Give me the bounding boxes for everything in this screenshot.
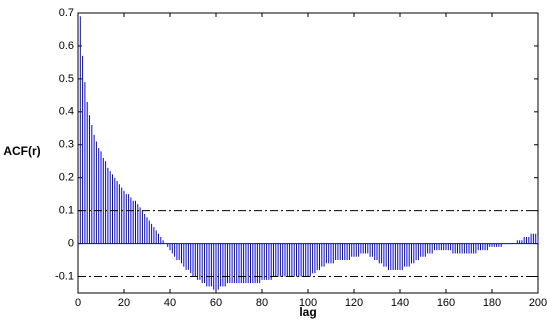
y-axis-label: ACF(r): [3, 144, 40, 158]
x-tick-label: 60: [210, 297, 222, 309]
y-tick-label: 0.5: [59, 73, 74, 85]
y-tick-label: 0.7: [59, 7, 74, 19]
x-tick-label: 80: [256, 297, 268, 309]
x-tick-label: 120: [345, 297, 363, 309]
y-tick-label: 0: [68, 237, 74, 249]
y-tick-label: 0.2: [59, 172, 74, 184]
y-tick-label: 0.3: [59, 139, 74, 151]
x-tick-label: 160: [437, 297, 455, 309]
x-tick-label: 180: [483, 297, 501, 309]
y-tick-label: -0.1: [55, 270, 74, 282]
x-tick-label: 200: [529, 297, 547, 309]
x-axis-label: lag: [299, 305, 316, 319]
y-tick-label: 0.1: [59, 205, 74, 217]
y-tick-label: 0.6: [59, 40, 74, 52]
y-tick-label: 0.4: [59, 106, 74, 118]
x-tick-label: 0: [75, 297, 81, 309]
x-tick-label: 20: [118, 297, 130, 309]
x-tick-label: 40: [164, 297, 176, 309]
x-tick-label: 140: [391, 297, 409, 309]
x-tick-label: 100: [299, 297, 317, 309]
